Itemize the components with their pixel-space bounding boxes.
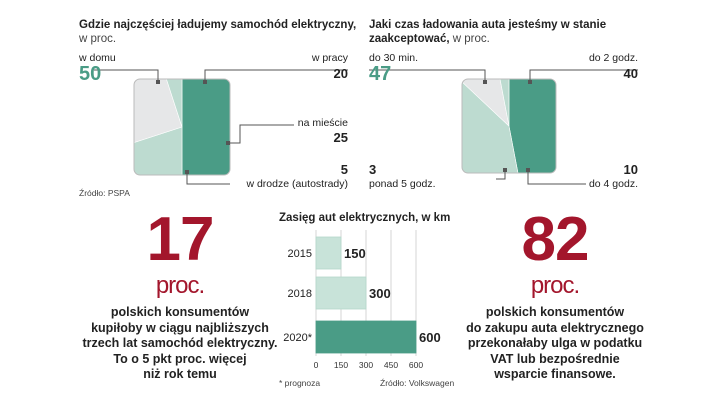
stat-right-line: do zakupu auta elektrycznego: [466, 320, 644, 335]
leader-do-4: [527, 170, 586, 185]
x-tick-label: 450: [384, 360, 398, 370]
leader-do-2: [529, 69, 638, 82]
pie2-slice-1: [508, 79, 556, 173]
dot-w-domu: [156, 80, 160, 84]
x-tick-label: 600: [409, 360, 423, 370]
pie2-slice-3: [462, 79, 510, 127]
pie2-frame: [461, 78, 557, 174]
dot-ponad-5: [503, 168, 507, 172]
stat-right-line: wsparcie finansowe.: [494, 367, 616, 381]
x-tick-label: 0: [314, 360, 319, 370]
pie1-slice-1: [181, 79, 230, 175]
pie2-leader-dots: [483, 80, 532, 172]
bar-chart: 0 150 300 450 600 2015 150 2018 300 2020* 600: [283, 230, 441, 370]
stat-left-line: niż rok temu: [143, 367, 217, 381]
chart2-title: Jaki czas ładowania auta jesteśmy w stan…: [369, 18, 606, 46]
value-do-30: 47: [369, 63, 392, 85]
dot-do-2: [528, 80, 532, 84]
chart1-title: Gdzie najczęściej ładujemy samochód elek…: [79, 18, 356, 46]
stat-left-line: To o 5 pkt proc. więcej: [113, 351, 247, 366]
category-label: 2020*: [283, 332, 312, 344]
label-w-pracy: w pracy: [311, 52, 348, 64]
leader-ponad-5: [496, 170, 506, 180]
dot-do-30: [483, 80, 487, 84]
dot-w-drodze: [185, 170, 189, 174]
chart1-source: Źródło: PSPA: [79, 188, 130, 198]
pie1-frame: [133, 78, 231, 176]
stat-right-line: VAT lub bezpośrednie: [490, 351, 620, 366]
pie1-slice-3: [134, 79, 183, 153]
label-na-miescie: na mieście: [297, 117, 348, 129]
label-do-4: do 4 godz.: [588, 178, 638, 190]
pie2-slice-4: [493, 79, 510, 127]
stat-right-line: przekonałaby ulga w podatku: [467, 336, 643, 350]
pie1-slices: [134, 79, 230, 175]
x-tick-label: 300: [359, 360, 373, 370]
value-ponad-5: 3: [369, 162, 377, 177]
label-w-domu: w domu: [79, 52, 116, 64]
bar-2020: [315, 320, 417, 354]
chart3-title: Zasięg aut elektrycznych, w km: [279, 212, 451, 224]
stat-left-number: 17: [146, 205, 215, 274]
leader-w-domu: [94, 69, 159, 82]
pie1-leaders: [94, 69, 348, 185]
value-do-2: 40: [623, 66, 638, 81]
category-label: 2018: [288, 288, 312, 300]
stat-right-number: 82: [521, 205, 590, 274]
bar-2018: [315, 276, 367, 310]
chart1-title-text: Gdzie najczęściej ładujemy samochód elek…: [79, 19, 357, 31]
label-ponad-5: ponad 5 godz.: [369, 178, 436, 190]
leader-w-pracy: [204, 69, 348, 82]
dot-w-pracy: [203, 80, 207, 84]
chart2-title-line1: Jaki czas ładowania auta jesteśmy w stan…: [369, 19, 607, 31]
pie2-slice-2: [462, 79, 525, 173]
category-label: 2015: [288, 248, 312, 260]
stat-right-description: polskich konsumentów do zakupu auta elek…: [435, 305, 675, 383]
value-w-pracy: 20: [333, 66, 348, 81]
bar-value-label: 300: [369, 286, 391, 301]
pie2-leaders: [369, 69, 638, 185]
pie1-slice-2: [134, 126, 183, 175]
leader-w-drodze: [186, 172, 230, 185]
dot-na-miescie: [226, 141, 230, 145]
chart3-note: * prognoza: [279, 378, 321, 388]
value-w-domu: 50: [79, 63, 102, 85]
stat-left-line: trzech lat samochód elektryczny.: [82, 336, 278, 350]
leader-na-miescie: [228, 124, 294, 144]
value-w-drodze: 5: [340, 162, 348, 177]
stat-left-description: polskich konsumentów kupiłoby w ciągu na…: [60, 305, 300, 383]
chart2-title-line2: zaakceptować,: [369, 33, 450, 45]
stat-left-line: kupiłoby w ciągu najbliższych: [91, 320, 269, 335]
chart1-subtitle: w proc.: [79, 33, 117, 45]
chart2-subtitle: w proc.: [452, 33, 490, 45]
pie1-leader-dots: [156, 80, 230, 174]
pie1-slice-4: [156, 79, 183, 128]
chart3-source: Źródło: Volkswagen: [380, 378, 455, 388]
stat-right-unit: proc.: [530, 272, 580, 299]
value-na-miescie: 25: [333, 130, 348, 145]
bar-2015: [315, 236, 342, 270]
leader-do-30: [369, 69, 486, 82]
bar-value-label: 600: [419, 330, 441, 345]
stat-left-line: polskich konsumentów: [110, 305, 250, 319]
value-do-4: 10: [623, 162, 638, 177]
stat-right-line: polskich konsumentów: [485, 305, 625, 319]
bar-value-label: 150: [344, 246, 366, 261]
label-do-30: do 30 min.: [369, 52, 419, 64]
dot-do-4: [526, 168, 530, 172]
stat-left-unit: proc.: [155, 272, 205, 299]
label-w-drodze: w drodze (autostrady): [246, 178, 348, 190]
label-do-2: do 2 godz.: [588, 52, 638, 64]
x-tick-label: 150: [334, 360, 348, 370]
pie2-slices: [462, 79, 556, 173]
